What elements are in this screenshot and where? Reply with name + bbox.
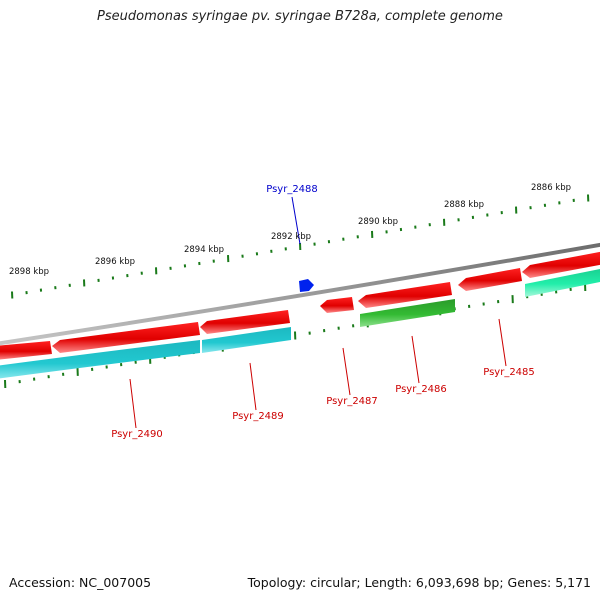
map-title: Pseudomonas syringae pv. syringae B728a,… — [97, 9, 503, 24]
accession-text: Accession: NC_007005 — [9, 575, 152, 590]
tick-label-2894: 2894 kbp — [184, 245, 224, 255]
tick-label-2898: 2898 kbp — [9, 267, 49, 277]
tick-label-2896: 2896 kbp — [95, 257, 135, 267]
gene-psyr-2484-arrow[interactable] — [522, 251, 600, 278]
tick-label-2890: 2890 kbp — [358, 217, 398, 227]
gene-label-psyr-2489[interactable]: Psyr_2489 — [232, 411, 284, 422]
upper-tick-track — [11, 194, 590, 299]
reverse-strand-cds — [0, 251, 600, 360]
gene-label-psyr-2485[interactable]: Psyr_2485 — [483, 367, 535, 378]
feature-ring — [0, 269, 600, 379]
gene-psyr-2489-arrow[interactable] — [200, 310, 290, 334]
genome-summary-text: Topology: circular; Length: 6,093,698 bp… — [247, 575, 591, 590]
gene-psyr-2486-arrow[interactable] — [358, 282, 452, 308]
gene-label-psyr-2487[interactable]: Psyr_2487 — [326, 396, 378, 407]
gene-psyr-2485-arrow[interactable] — [458, 268, 522, 291]
green-feature — [360, 299, 455, 327]
gene-psyr-2488-marker[interactable] — [299, 279, 314, 292]
gene-psyr-2490-arrow[interactable] — [52, 322, 200, 353]
teal-feature-right — [202, 327, 291, 353]
gene-label-psyr-2486[interactable]: Psyr_2486 — [395, 384, 447, 395]
tick-label-2892: 2892 kbp — [271, 232, 311, 242]
gene-psyr-2491-arrow[interactable] — [0, 341, 52, 360]
mint-feature — [525, 269, 600, 297]
gene-label-psyr-2490[interactable]: Psyr_2490 — [111, 429, 163, 440]
tick-label-2888: 2888 kbp — [444, 200, 484, 210]
tick-label-2886: 2886 kbp — [531, 183, 571, 193]
gene-psyr-2487-arrow[interactable] — [320, 297, 354, 313]
genome-backbone — [0, 242, 600, 346]
label-leaders — [129, 196, 507, 429]
teal-feature-left — [0, 340, 200, 379]
gene-label-psyr-2488[interactable]: Psyr_2488 — [266, 184, 318, 195]
